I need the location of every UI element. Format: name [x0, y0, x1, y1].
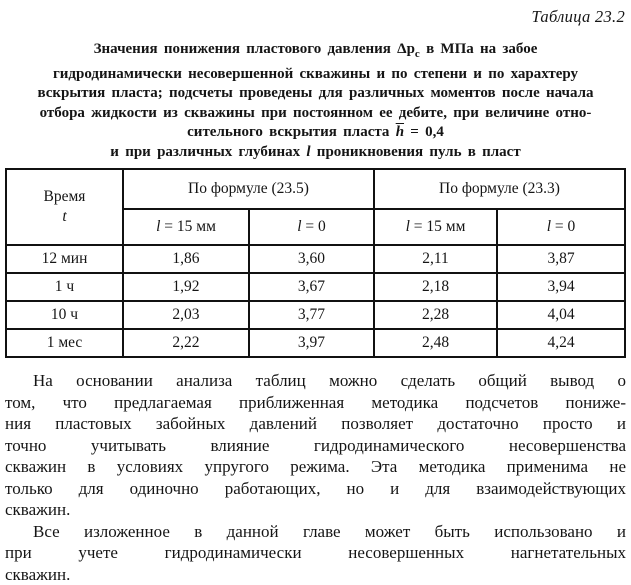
subcol-header: l = 15 мм — [123, 209, 249, 245]
subcol-text: = 0 — [551, 218, 575, 235]
caption-text: = 0,4 — [404, 124, 444, 140]
time-header-title: Время — [7, 187, 122, 207]
value-cell: 3,94 — [497, 273, 625, 301]
value-cell: 4,24 — [497, 329, 625, 357]
time-cell: 12 мин — [6, 245, 123, 273]
table-row: 1 ч 1,92 3,67 2,18 3,94 — [6, 273, 625, 301]
paragraph: На основании анализа таблиц можно сделат… — [5, 370, 626, 521]
pressure-drop-table: Время t По формуле (23.5) По формуле (23… — [5, 168, 626, 358]
value-cell: 3,67 — [249, 273, 374, 301]
caption-text: проникновения пуль в пласт — [311, 144, 521, 160]
table-caption: Значения понижения пластового давления Δ… — [0, 40, 631, 162]
subcol-header: l = 0 — [249, 209, 374, 245]
text-line: том, что предлагаемая приближенная метод… — [5, 392, 626, 414]
value-cell: 1,92 — [123, 273, 249, 301]
text-line: точно учитывать влияние гидродинамическо… — [5, 435, 626, 457]
text-line: ния пластовых забойных давлений позволяе… — [5, 413, 626, 435]
text-line: скважин в условиях упругого режима. Эта … — [5, 456, 626, 478]
text-line: На основании анализа таблиц можно сделат… — [5, 370, 626, 392]
subcol-text: = 15 мм — [160, 218, 215, 235]
value-cell: 3,87 — [497, 245, 625, 273]
paragraph: Все изложенное в данной главе может быть… — [5, 521, 626, 585]
time-cell: 1 мес — [6, 329, 123, 357]
table-header-row: Время t По формуле (23.5) По формуле (23… — [6, 169, 625, 209]
caption-line: отбора жидкости из скважины при постоянн… — [10, 104, 621, 124]
table-row: 1 мес 2,22 3,97 2,48 4,24 — [6, 329, 625, 357]
body-text: На основании анализа таблиц можно сделат… — [0, 370, 631, 585]
table-number-label: Таблица 23.2 — [0, 0, 631, 27]
table-row: 10 ч 2,03 3,77 2,28 4,04 — [6, 301, 625, 329]
value-cell: 3,60 — [249, 245, 374, 273]
time-cell: 10 ч — [6, 301, 123, 329]
caption-text: в МПа на забое — [420, 41, 538, 57]
subcol-header: l = 0 — [497, 209, 625, 245]
value-cell: 2,48 — [374, 329, 497, 357]
time-column-header: Время t — [6, 169, 123, 245]
text-line: только для одиночно работающих, но и для… — [5, 478, 626, 500]
caption-text: Значения понижения пластового давления Δ… — [94, 41, 415, 57]
subcol-text: = 15 мм — [410, 218, 465, 235]
value-cell: 2,18 — [374, 273, 497, 301]
caption-text: сительного вскрытия пласта — [187, 124, 396, 140]
caption-line: сительного вскрытия пласта h = 0,4 — [10, 123, 621, 143]
time-symbol: t — [7, 207, 122, 227]
value-cell: 4,04 — [497, 301, 625, 329]
value-cell: 1,86 — [123, 245, 249, 273]
caption-line: Значения понижения пластового давления Δ… — [10, 40, 621, 65]
value-cell: 2,22 — [123, 329, 249, 357]
subcol-header: l = 15 мм — [374, 209, 497, 245]
formula-23-5-header: По формуле (23.5) — [123, 169, 374, 209]
text-line: при учете гидродинамически несовершенных… — [5, 542, 626, 564]
text-line: Все изложенное в данной главе может быть… — [5, 521, 626, 543]
text-line: скважин. — [5, 499, 626, 521]
value-cell: 3,97 — [249, 329, 374, 357]
text-line: скважин. — [5, 564, 626, 585]
caption-line: гидродинамически несовершенной скважины … — [10, 65, 621, 85]
value-cell: 2,03 — [123, 301, 249, 329]
h-bar-symbol: h — [396, 124, 404, 140]
value-cell: 2,11 — [374, 245, 497, 273]
table-row: 12 мин 1,86 3,60 2,11 3,87 — [6, 245, 625, 273]
subcol-text: = 0 — [302, 218, 326, 235]
caption-text: и при различных глубинах — [110, 144, 306, 160]
caption-line: и при различных глубинах l проникновения… — [10, 143, 621, 163]
time-cell: 1 ч — [6, 273, 123, 301]
caption-line: вскрытия пласта; подсчеты проведены для … — [10, 84, 621, 104]
value-cell: 3,77 — [249, 301, 374, 329]
value-cell: 2,28 — [374, 301, 497, 329]
formula-23-3-header: По формуле (23.3) — [374, 169, 625, 209]
